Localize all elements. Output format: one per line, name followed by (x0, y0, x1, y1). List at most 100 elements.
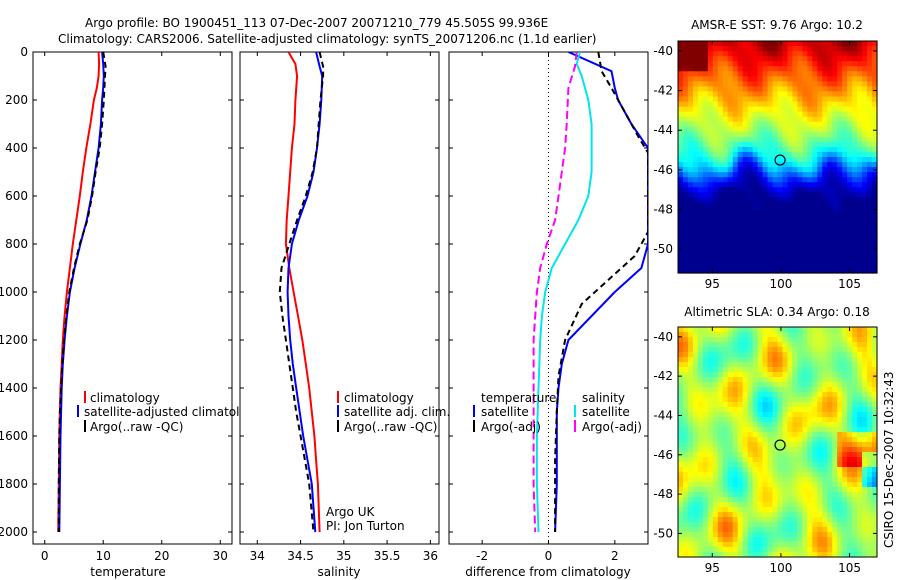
heatmap-cell (732, 212, 739, 219)
heatmap-cell (707, 91, 714, 98)
heatmap-cell (777, 61, 784, 67)
heatmap-cell (772, 497, 779, 503)
heatmap-cell (682, 227, 689, 234)
heatmap-cell (857, 146, 863, 153)
map-y-tick-label: -46 (653, 163, 673, 177)
heatmap-cell (712, 257, 719, 264)
heatmap-cell (747, 467, 754, 473)
heatmap-cell (827, 257, 833, 264)
heatmap-cell (732, 532, 739, 538)
heatmap-cell (872, 162, 878, 168)
heatmap-cell (717, 537, 724, 543)
heatmap-cell (682, 357, 689, 363)
heatmap-cell (817, 81, 823, 87)
heatmap-cell (717, 136, 724, 143)
heatmap-cell (842, 217, 848, 224)
heatmap-cell (717, 111, 724, 118)
heatmap-cell (762, 177, 769, 183)
heatmap-cell (867, 492, 873, 498)
legend-temperature-heading: temperature (481, 391, 556, 405)
heatmap-cell (752, 432, 759, 438)
heatmap-cell (747, 432, 754, 438)
heatmap-cell (827, 347, 833, 353)
heatmap-cell (747, 212, 754, 219)
heatmap-cell (852, 462, 858, 468)
heatmap-cell (822, 182, 828, 188)
heatmap-cell (697, 337, 704, 343)
heatmap-cell (742, 157, 749, 163)
heatmap-cell (712, 232, 719, 239)
heatmap-cell (678, 96, 684, 103)
heatmap-cell (727, 527, 734, 533)
heatmap-cell (752, 362, 759, 368)
heatmap-cell (692, 447, 699, 453)
heatmap-cell (762, 337, 769, 343)
heatmap-cell (702, 162, 709, 168)
heatmap-cell (797, 111, 803, 118)
heatmap-cell (802, 457, 808, 463)
heatmap-cell (722, 267, 729, 274)
x-tick-label: 0 (41, 549, 49, 563)
heatmap-cell (737, 76, 744, 82)
heatmap-cell (687, 237, 694, 244)
heatmap-cell (712, 167, 719, 173)
heatmap-cell (707, 497, 714, 503)
heatmap-cell (862, 397, 868, 403)
heatmap-cell (678, 392, 684, 398)
heatmap-cell (767, 357, 774, 363)
heatmap-cell (812, 502, 818, 508)
heatmap-cell (752, 222, 759, 229)
heatmap-cell (712, 237, 719, 244)
heatmap-cell (782, 86, 789, 93)
heatmap-cell (837, 377, 843, 383)
heatmap-cell (737, 162, 744, 168)
heatmap-cell (852, 382, 858, 388)
heatmap-cell (722, 442, 729, 448)
heatmap-cell (717, 347, 724, 353)
heatmap-cell (722, 46, 729, 52)
heatmap-cell (837, 332, 843, 338)
heatmap-cell (727, 187, 734, 193)
heatmap-cell (742, 362, 749, 368)
heatmap-cell (782, 96, 789, 103)
heatmap-cell (727, 437, 734, 443)
heatmap-cell (757, 392, 764, 398)
heatmap-cell (678, 162, 684, 168)
heatmap-cell (857, 432, 863, 438)
heatmap-cell (737, 352, 744, 358)
heatmap-cell (812, 352, 818, 358)
heatmap-cell (682, 116, 689, 123)
heatmap-cell (742, 392, 749, 398)
heatmap-cell (852, 237, 858, 244)
heatmap-cell (762, 61, 769, 67)
heatmap-cell (847, 86, 853, 93)
heatmap-cell (707, 482, 714, 488)
heatmap-cell (702, 507, 709, 513)
heatmap-cell (867, 76, 873, 82)
sla-map-frame (677, 326, 878, 558)
heatmap-cell (792, 467, 798, 473)
heatmap-cell (717, 81, 724, 87)
heatmap-cell (837, 452, 843, 458)
heatmap-cell (732, 502, 739, 508)
heatmap-cell (767, 242, 774, 249)
heatmap-cell (797, 402, 803, 408)
heatmap-cell (842, 81, 848, 87)
heatmap-cell (747, 497, 754, 503)
heatmap-cell (812, 237, 818, 244)
heatmap-cell (852, 222, 858, 229)
heatmap-cell (687, 477, 694, 483)
heatmap-cell (867, 417, 873, 423)
heatmap-cell (732, 517, 739, 523)
heatmap-cell (867, 547, 873, 553)
heatmap-cell (707, 111, 714, 118)
heatmap-cell (747, 41, 754, 47)
sst-map-ticks: 95 100 105-40-42-44-46-48-50 (653, 41, 877, 291)
heatmap-cell (842, 227, 848, 234)
heatmap-cell (847, 352, 853, 358)
heatmap-cell (792, 477, 798, 483)
heatmap-cell (697, 146, 704, 153)
heatmap-cell (852, 422, 858, 428)
heatmap-cell (827, 412, 833, 418)
heatmap-cell (777, 432, 784, 438)
